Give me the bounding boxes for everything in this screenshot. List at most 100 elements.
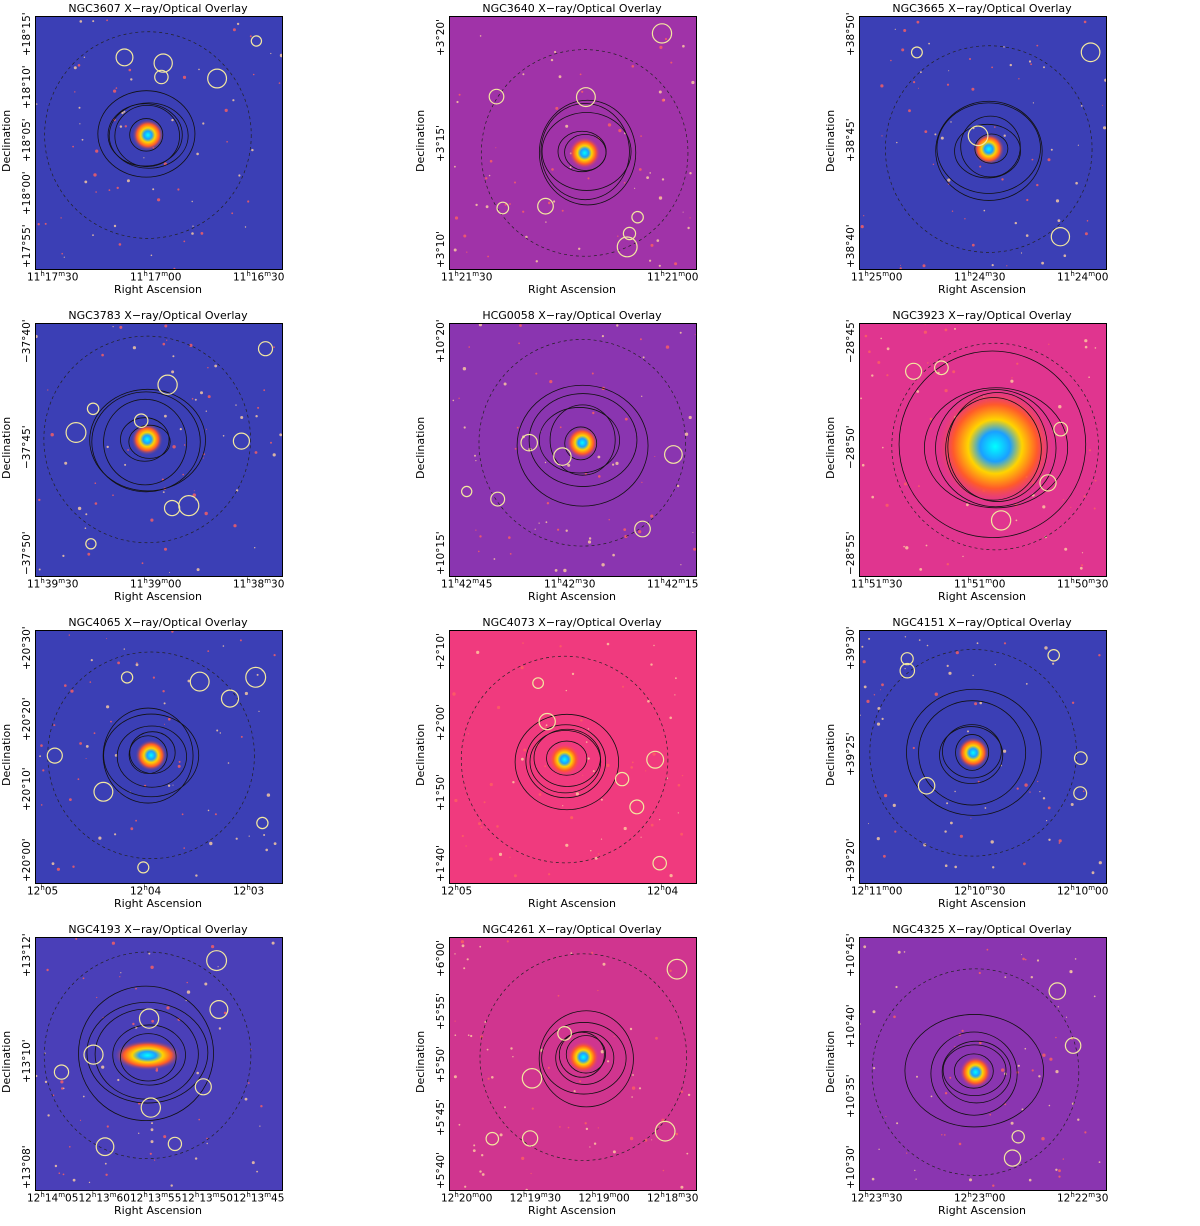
y-tick-label: +5°45'	[435, 1099, 447, 1136]
x-tick-label: 12h10m00	[1057, 884, 1109, 898]
y-axis-label: Declination	[414, 1030, 427, 1093]
y-axis-label: Declination	[824, 109, 837, 172]
x-axis-label: Right Ascension	[114, 897, 202, 910]
x-tick-label: 11h42m30	[544, 577, 596, 591]
y-axis-label: Declination	[0, 416, 13, 479]
y-tick-label: +10°45'	[845, 933, 857, 977]
y-tick-label: −37°50'	[21, 531, 33, 575]
overlay-panel: NGC4065 X−ray/Optical Overlay 12h05 12h04 1…	[0, 614, 400, 919]
panel-title: HCG0058 X−ray/Optical Overlay	[482, 309, 662, 322]
overlay-image	[859, 323, 1107, 577]
y-tick-label: +3°20'	[435, 19, 447, 56]
x-tick-label: 12h13m45	[233, 1191, 285, 1205]
x-tick-label: 12h04	[130, 884, 162, 898]
x-tick-label: 12h05	[27, 884, 59, 898]
y-axis-label: Declination	[414, 416, 427, 479]
overlay-image	[35, 16, 283, 270]
y-tick-label: +1°40'	[435, 845, 447, 882]
overlay-panel: NGC4151 X−ray/Optical Overlay 12h11m00 12h…	[824, 614, 1200, 919]
y-tick-label: +18°05'	[21, 118, 33, 162]
x-tick-label: 12h18m30	[647, 1191, 699, 1205]
overlay-panel: NGC3783 X−ray/Optical Overlay 11h39m30 11h…	[0, 307, 400, 612]
overlay-panel: NGC3607 X−ray/Optical Overlay 11h17m30 11h…	[0, 0, 400, 305]
x-axis-label: Right Ascension	[528, 897, 616, 910]
x-tick-label: 11h17m30	[27, 270, 79, 284]
x-tick-label: 12h19m30	[509, 1191, 562, 1205]
y-tick-label: −37°40'	[21, 319, 33, 363]
y-tick-label: +3°10'	[435, 231, 447, 268]
panel-title: NGC3923 X−ray/Optical Overlay	[892, 309, 1072, 322]
x-tick-label: 11h24m30	[954, 270, 1006, 284]
x-tick-label: 11h17m00	[130, 270, 182, 284]
overlay-image	[449, 630, 697, 884]
y-tick-label: +18°00'	[21, 171, 33, 215]
y-tick-label: −28°50'	[845, 425, 857, 469]
overlay-panel: NGC4073 X−ray/Optical Overlay 12h05 12h04 R…	[414, 614, 814, 919]
overlay-image	[859, 937, 1107, 1191]
y-tick-label: +20°10'	[21, 767, 33, 812]
overlay-panel: HCG0058 X−ray/Optical Overlay 11h42m45 11h…	[414, 307, 814, 612]
overlay-image	[35, 937, 283, 1191]
y-tick-label: +5°50'	[435, 1046, 447, 1083]
overlay-image	[449, 16, 697, 270]
y-tick-label: +6°00'	[435, 940, 447, 977]
x-axis-label: Right Ascension	[938, 283, 1026, 296]
panel-title: NGC3665 X−ray/Optical Overlay	[892, 2, 1072, 15]
x-tick-label: 11h25m00	[851, 270, 903, 284]
y-axis-label: Declination	[824, 416, 837, 479]
x-tick-label: 11h50m30	[1057, 577, 1109, 591]
y-tick-label: +38°40'	[845, 224, 857, 268]
y-axis-label: Declination	[0, 1030, 13, 1093]
panel-title: NGC3640 X−ray/Optical Overlay	[482, 2, 662, 15]
y-tick-label: −28°45'	[845, 319, 857, 363]
x-tick-label: 11h24m00	[1057, 270, 1109, 284]
y-tick-label: +2°00'	[435, 703, 447, 741]
y-tick-label: +20°00'	[21, 838, 33, 882]
y-axis-label: Declination	[824, 1030, 837, 1093]
y-tick-label: +10°20'	[435, 319, 447, 363]
y-axis-label: Declination	[824, 723, 837, 786]
panel-title: NGC4261 X−ray/Optical Overlay	[482, 923, 662, 936]
panel-title: NGC4065 X−ray/Optical Overlay	[68, 616, 248, 629]
overlay-image	[35, 630, 283, 884]
y-tick-label: +38°50'	[845, 12, 857, 56]
x-tick-label: 12h22m30	[1057, 1191, 1109, 1205]
y-tick-label: −37°45'	[21, 425, 33, 469]
y-tick-label: +13°10'	[21, 1039, 33, 1083]
y-tick-label: +39°30'	[845, 626, 857, 670]
x-tick-label: 12h23m30	[851, 1191, 903, 1205]
panel-title: NGC4151 X−ray/Optical Overlay	[892, 616, 1072, 629]
panel-title: NGC4193 X−ray/Optical Overlay	[68, 923, 248, 936]
y-tick-label: +10°15'	[435, 531, 447, 575]
x-axis-label: Right Ascension	[938, 590, 1026, 603]
overlay-panel: NGC4325 X−ray/Optical Overlay 12h23m30 12h…	[824, 921, 1200, 1226]
x-tick-label: 12h05	[441, 884, 473, 898]
x-tick-label: 11h51m00	[954, 577, 1006, 591]
y-tick-label: +3°15'	[435, 125, 447, 162]
y-tick-label: +5°40'	[435, 1152, 447, 1189]
y-axis-label: Declination	[0, 723, 13, 786]
x-tick-label: 11h39m00	[130, 577, 182, 591]
y-axis-label: Declination	[0, 109, 13, 172]
y-tick-label: +10°35'	[845, 1074, 857, 1119]
x-axis-label: Right Ascension	[938, 1204, 1026, 1217]
y-axis-label: Declination	[414, 723, 427, 786]
y-tick-label: +5°55'	[435, 993, 447, 1030]
y-tick-label: +10°30'	[845, 1145, 857, 1189]
overlay-panel: NGC4261 X−ray/Optical Overlay 12h20m00 12h…	[414, 921, 814, 1226]
x-axis-label: Right Ascension	[114, 283, 202, 296]
x-axis-label: Right Ascension	[528, 283, 616, 296]
overlay-panel: NGC4193 X−ray/Optical Overlay 12h14m05 12h…	[0, 921, 400, 1226]
overlay-panel: NGC3665 X−ray/Optical Overlay 11h25m00 11h…	[824, 0, 1200, 305]
x-axis-label: Right Ascension	[528, 1204, 616, 1217]
x-tick-label: 12h03	[233, 884, 265, 898]
y-axis-label: Declination	[414, 109, 427, 172]
y-tick-label: +18°15'	[21, 12, 33, 56]
overlay-panel: NGC3923 X−ray/Optical Overlay 11h51m30 11h…	[824, 307, 1200, 612]
x-tick-label: 12h14m05	[27, 1191, 79, 1205]
y-tick-label: +10°40'	[845, 1004, 857, 1048]
x-tick-label: 12h13m60	[78, 1191, 130, 1205]
x-tick-label: 11h42m45	[441, 577, 493, 591]
x-axis-label: Right Ascension	[528, 590, 616, 603]
panel-title: NGC4325 X−ray/Optical Overlay	[892, 923, 1072, 936]
